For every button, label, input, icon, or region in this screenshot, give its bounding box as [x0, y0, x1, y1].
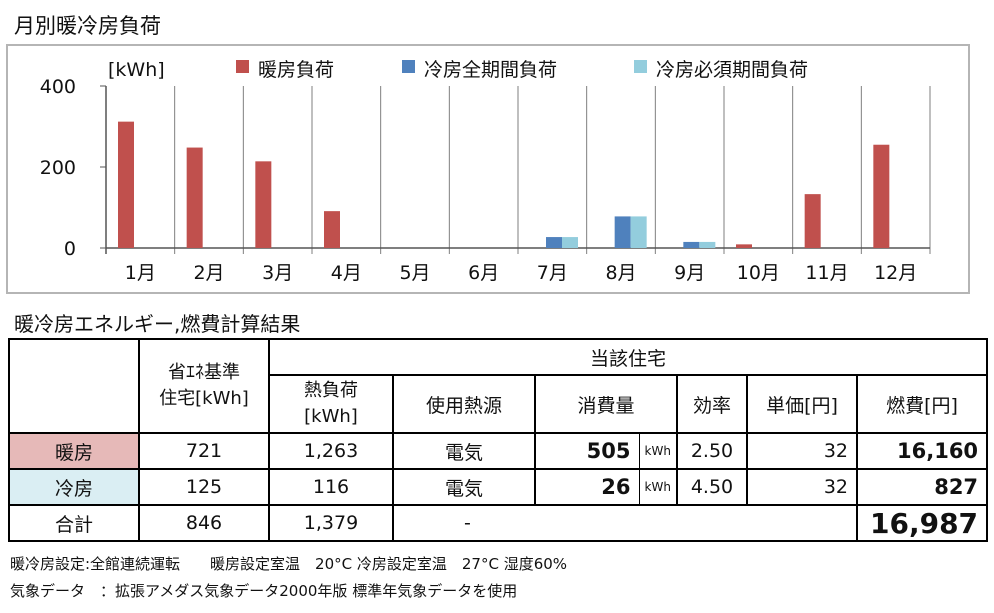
cell-price: 32: [746, 432, 858, 470]
cell-total-load: 1,379: [268, 504, 394, 542]
cell-efficiency: 2.50: [676, 432, 748, 470]
bar-cooling-all: [683, 241, 700, 248]
bar-cooling-all: [546, 237, 562, 248]
legend-label: 冷房必須期間負荷: [656, 59, 808, 81]
header-efficiency: 効率: [676, 374, 748, 434]
cell-total-std: 846: [138, 504, 270, 542]
bar-cooling-required: [699, 241, 716, 248]
y-tick-label: 400: [40, 76, 76, 98]
cell-std: 125: [138, 468, 270, 506]
y-tick-label: 0: [64, 238, 76, 260]
cell-cost: 827: [855, 468, 989, 506]
cell-total-cost: 16,987: [855, 504, 989, 542]
y-axis-label: [kWh]: [108, 59, 165, 81]
legend-label: 冷房全期間負荷: [424, 59, 557, 81]
x-tick-label: 1月: [125, 262, 156, 284]
table-row-heating: 暖房 721 1,263 電気 505 kWh 2.50 32 16,160: [8, 432, 989, 470]
bar-cooling-required: [562, 237, 578, 248]
section-title: 暖冷房エネルギー,燃費計算結果: [14, 312, 301, 336]
bar-heating: [255, 161, 272, 248]
header-std-house-line1: 省ｴﾈ基準: [168, 362, 240, 383]
header-std-house-line2: 住宅[kWh]: [159, 388, 249, 409]
cell-consumption: 505: [534, 432, 639, 470]
y-tick-label: 200: [40, 157, 76, 179]
header-std-house: 省ｴﾈ基準 住宅[kWh]: [138, 338, 270, 434]
legend-label: 暖房負荷: [258, 59, 334, 81]
cell-load: 116: [268, 468, 394, 506]
header-fuel-cost: 燃費[円]: [855, 374, 989, 434]
x-tick-label: 11月: [805, 262, 848, 284]
bar-heating: [324, 211, 340, 248]
x-tick-label: 8月: [605, 262, 636, 284]
x-tick-label: 7月: [537, 262, 568, 284]
cell-load: 1,263: [268, 432, 394, 470]
bar-heating: [804, 194, 821, 248]
bar-heating: [118, 121, 134, 248]
header-heat-load: 熱負荷 [kWh]: [268, 374, 394, 434]
x-tick-label: 4月: [331, 262, 362, 284]
cell-source: 電気: [392, 468, 536, 506]
legend-swatch: [236, 60, 249, 73]
x-tick-label: 6月: [468, 262, 499, 284]
monthly-load-chart: 0 200 400 [kWh] 暖房負荷 冷房全期間負荷 冷房必須期間負荷 1月 2月 3月 4月 5…: [6, 44, 970, 294]
x-tick-label: 3月: [262, 262, 293, 284]
bar-cooling-all: [614, 216, 631, 248]
x-tick-label: 10月: [737, 262, 780, 284]
cell-source: 電気: [392, 432, 536, 470]
bar-heating: [186, 147, 203, 248]
table-header-row-1: 省ｴﾈ基準 住宅[kWh] 当該住宅: [8, 338, 989, 434]
legend-swatch: [634, 60, 647, 73]
cell-efficiency: 4.50: [676, 468, 748, 506]
cell-total-dash: -: [392, 504, 858, 542]
x-tick-label: 5月: [399, 262, 430, 284]
cell-consumption: 26: [534, 468, 639, 506]
row-label-heating: 暖房: [8, 432, 140, 470]
bar-heating: [873, 144, 890, 248]
cell-cost: 16,160: [855, 432, 989, 470]
cell-price: 32: [746, 468, 858, 506]
bar-heating: [736, 244, 752, 248]
header-heat-load-line1: 熱負荷: [304, 380, 358, 401]
header-consumption: 消費量: [534, 374, 678, 434]
header-blank: [8, 338, 140, 434]
legend-swatch: [402, 60, 415, 73]
x-tick-label: 2月: [193, 262, 224, 284]
bar-cooling-required: [630, 216, 647, 248]
cell-std: 721: [138, 432, 270, 470]
header-unit-price: 単価[円]: [746, 374, 858, 434]
header-target-house: 当該住宅: [267, 338, 989, 376]
row-label-total: 合計: [8, 504, 140, 542]
x-tick-label: 12月: [874, 262, 917, 284]
x-tick-label: 9月: [674, 262, 705, 284]
table-row-total: 合計 846 1,379 - 16,987: [8, 504, 989, 542]
table-row-cooling: 冷房 125 116 電気 26 kWh 4.50 32 827: [8, 468, 989, 506]
note-settings: 暖冷房設定:全館連続運転 暖房設定室温 20°C 冷房設定室温 27°C 湿度6…: [10, 555, 568, 573]
cell-consumption-unit: kWh: [638, 468, 678, 506]
chart-svg: 0 200 400 [kWh] 暖房負荷 冷房全期間負荷 冷房必須期間負荷 1月 2月 3月 4月 5…: [40, 59, 931, 284]
header-heat-load-line2: [kWh]: [304, 406, 358, 427]
chart-title: 月別暖冷房負荷: [14, 14, 161, 38]
fuel-cost-table: 省ｴﾈ基準 住宅[kWh] 当該住宅 熱負荷 [kWh] 使用熱源 消費量 効率…: [8, 338, 989, 542]
note-weather: 気象データ ：拡張アメダス気象データ2000年版 標準年気象データを使用: [10, 582, 518, 600]
row-label-cooling: 冷房: [8, 468, 140, 506]
header-source: 使用熱源: [392, 374, 536, 434]
table-header-row-2: 熱負荷 [kWh] 使用熱源 消費量 効率 単価[円] 燃費[円]: [9, 374, 989, 434]
cell-consumption-unit: kWh: [638, 432, 678, 470]
